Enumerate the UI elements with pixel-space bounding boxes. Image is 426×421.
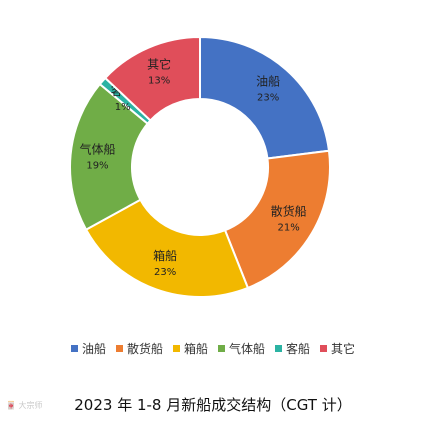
slice-其它 xyxy=(103,35,201,122)
slice-label-name: 其它 xyxy=(147,56,171,71)
legend: 油船 散货船 箱船 气体船 客船 其它 xyxy=(0,340,426,357)
slice-气体船 xyxy=(69,82,150,231)
slice-箱船 xyxy=(84,198,250,298)
legend-item: 其它 xyxy=(320,340,355,357)
legend-item: 客船 xyxy=(275,340,310,357)
legend-label: 客船 xyxy=(286,342,311,356)
legend-item: 油船 xyxy=(70,340,106,357)
legend-label: 其它 xyxy=(331,342,356,356)
legend-item: 箱船 xyxy=(172,340,208,357)
legend-item: 散货船 xyxy=(115,340,163,357)
slice-label-percent: 21% xyxy=(278,222,300,233)
slice-label-name: 散货船 xyxy=(271,203,307,218)
legend-swatch xyxy=(70,345,78,352)
slice-label-percent: 13% xyxy=(148,75,170,86)
slice-label-percent: 1% xyxy=(115,102,131,113)
legend-swatch xyxy=(275,345,283,352)
legend-swatch xyxy=(115,345,123,352)
slice-label-percent: 19% xyxy=(86,160,108,171)
legend-swatch xyxy=(172,345,180,352)
legend-label: 箱船 xyxy=(183,342,208,356)
slice-散货船 xyxy=(223,149,331,290)
slice-label-name: 箱船 xyxy=(153,248,177,263)
slice-label-name: 气体船 xyxy=(79,141,115,156)
legend-swatch xyxy=(218,345,225,352)
chart-title: 2023 年 1-8 月新船成交结构（CGT 计） xyxy=(74,396,352,414)
watermark: 🀄 大宗师 xyxy=(6,401,43,410)
legend-item: 气体船 xyxy=(218,340,265,357)
slice-label-name: 油船 xyxy=(256,75,280,89)
slice-油船 xyxy=(199,35,331,160)
legend-label: 油船 xyxy=(81,342,106,356)
slice-label-percent: 23% xyxy=(257,93,279,104)
legend-label: 散货船 xyxy=(126,342,163,356)
legend-label: 气体船 xyxy=(229,342,266,356)
slice-label-percent: 23% xyxy=(154,267,176,278)
legend-swatch xyxy=(320,345,328,352)
